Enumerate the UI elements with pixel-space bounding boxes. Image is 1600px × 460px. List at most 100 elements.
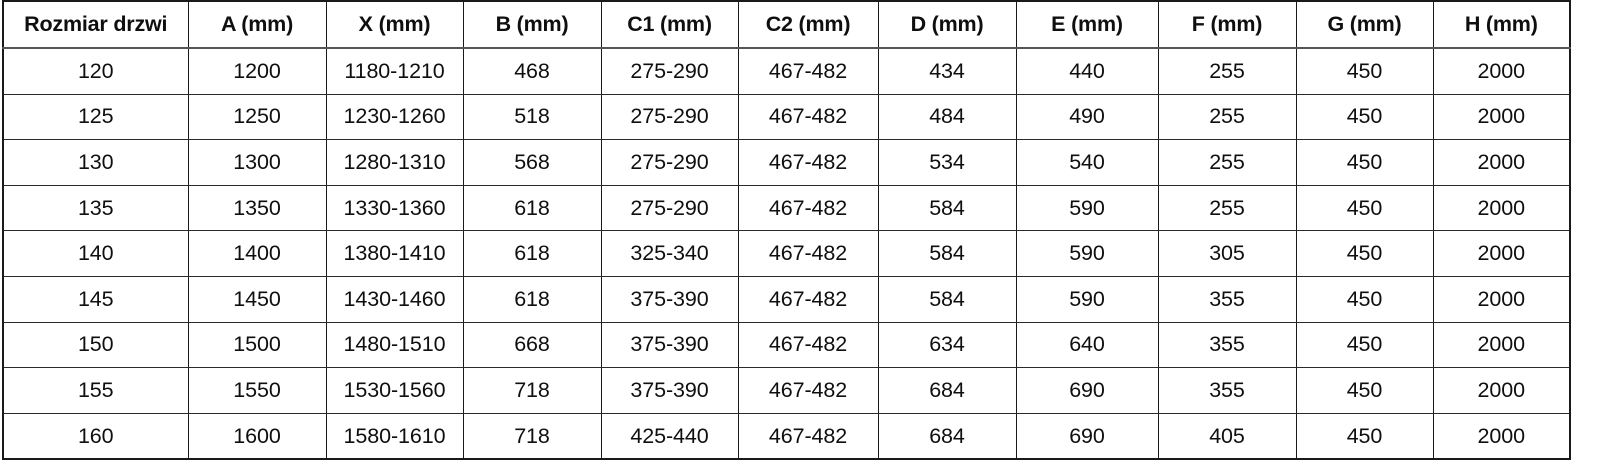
- table-header: Rozmiar drzwi A (mm) X (mm) B (mm) C1 (mm) C2…: [2, 0, 1600, 49]
- cell-value: 255: [1157, 184, 1297, 232]
- cell-value: 618: [462, 184, 602, 232]
- cell-value: 1250: [187, 93, 327, 141]
- cell-value: 255: [1157, 139, 1297, 186]
- cell-value: 275-290: [600, 139, 739, 186]
- cell-value: 450: [1295, 321, 1434, 369]
- cell-value: 1530-1560: [325, 367, 464, 414]
- cell-value: 1480-1510: [325, 321, 464, 369]
- cell-value: 640: [1015, 321, 1159, 369]
- cell-value: 1430-1460: [325, 275, 464, 323]
- cell-value: 668: [462, 321, 602, 369]
- cell-value: 634: [877, 321, 1017, 369]
- cell-value: 490: [1015, 93, 1159, 141]
- cell-value: 2000: [1432, 93, 1571, 141]
- cell-value: 375-390: [600, 275, 739, 323]
- cell-value: 467-482: [737, 412, 879, 460]
- cell-value: 450: [1295, 412, 1434, 460]
- cell-value: 440: [1015, 47, 1159, 95]
- cell-value: 540: [1015, 139, 1159, 186]
- column-header-10: H (mm): [1432, 0, 1571, 49]
- cell-value: 255: [1157, 93, 1297, 141]
- cell-door-size: 145: [2, 275, 189, 323]
- cell-value: 375-390: [600, 321, 739, 369]
- cell-value: 2000: [1432, 184, 1571, 232]
- cell-value: 467-482: [737, 93, 879, 141]
- cell-value: 467-482: [737, 275, 879, 323]
- cell-door-size: 120: [2, 47, 189, 95]
- cell-value: 275-290: [600, 93, 739, 141]
- cell-value: 1550: [187, 367, 327, 414]
- header-row: Rozmiar drzwi A (mm) X (mm) B (mm) C1 (mm) C2…: [2, 0, 1600, 49]
- cell-value: 375-390: [600, 367, 739, 414]
- column-header-9: G (mm): [1295, 0, 1434, 49]
- cell-value: 450: [1295, 184, 1434, 232]
- cell-value: 325-340: [600, 230, 739, 277]
- cell-value: 467-482: [737, 230, 879, 277]
- cell-value: 468: [462, 47, 602, 95]
- cell-value: 2000: [1432, 367, 1571, 414]
- cell-value: 1380-1410: [325, 230, 464, 277]
- cell-value: 1280-1310: [325, 139, 464, 186]
- table-row: 150 1500 1480-1510 668 375-390 467-482 634 640 3…: [2, 321, 1600, 369]
- cell-value: 690: [1015, 367, 1159, 414]
- cell-value: 1500: [187, 321, 327, 369]
- column-header-5: C2 (mm): [737, 0, 879, 49]
- cell-value: 467-482: [737, 367, 879, 414]
- cell-value: 1300: [187, 139, 327, 186]
- cell-value: 1400: [187, 230, 327, 277]
- cell-value: 255: [1157, 47, 1297, 95]
- cell-value: 2000: [1432, 275, 1571, 323]
- column-header-4: C1 (mm): [600, 0, 739, 49]
- cell-value: 355: [1157, 367, 1297, 414]
- cell-value: 690: [1015, 412, 1159, 460]
- column-header-0: Rozmiar drzwi: [2, 0, 189, 49]
- cell-value: 590: [1015, 275, 1159, 323]
- cell-value: 1600: [187, 412, 327, 460]
- cell-value: 718: [462, 367, 602, 414]
- cell-value: 2000: [1432, 412, 1571, 460]
- column-header-1: A (mm): [187, 0, 327, 49]
- cell-value: 568: [462, 139, 602, 186]
- cell-value: 618: [462, 230, 602, 277]
- cell-value: 590: [1015, 184, 1159, 232]
- table-row: 155 1550 1530-1560 718 375-390 467-482 684 690 3…: [2, 367, 1600, 414]
- cell-value: 684: [877, 412, 1017, 460]
- cell-value: 2000: [1432, 139, 1571, 186]
- table-row: 140 1400 1380-1410 618 325-340 467-482 584 590 3…: [2, 230, 1600, 277]
- cell-value: 1230-1260: [325, 93, 464, 141]
- column-header-8: F (mm): [1157, 0, 1297, 49]
- cell-value: 1180-1210: [325, 47, 464, 95]
- cell-door-size: 155: [2, 367, 189, 414]
- cell-value: 590: [1015, 230, 1159, 277]
- table-row: 160 1600 1580-1610 718 425-440 467-482 684 690 4…: [2, 412, 1600, 460]
- cell-value: 275-290: [600, 184, 739, 232]
- cell-value: 1450: [187, 275, 327, 323]
- cell-value: 450: [1295, 367, 1434, 414]
- cell-value: 2000: [1432, 321, 1571, 369]
- cell-value: 1580-1610: [325, 412, 464, 460]
- column-header-3: B (mm): [462, 0, 602, 49]
- cell-door-size: 135: [2, 184, 189, 232]
- cell-value: 2000: [1432, 230, 1571, 277]
- cell-value: 1350: [187, 184, 327, 232]
- cell-value: 467-482: [737, 47, 879, 95]
- cell-door-size: 130: [2, 139, 189, 186]
- cell-value: 355: [1157, 275, 1297, 323]
- cell-value: 450: [1295, 275, 1434, 323]
- table-row: 120 1200 1180-1210 468 275-290 467-482 434 440 2…: [2, 47, 1600, 95]
- table-row: 135 1350 1330-1360 618 275-290 467-482 584 590 2…: [2, 184, 1600, 232]
- cell-door-size: 125: [2, 93, 189, 141]
- cell-value: 2000: [1432, 47, 1571, 95]
- column-header-6: D (mm): [877, 0, 1017, 49]
- cell-value: 1330-1360: [325, 184, 464, 232]
- cell-value: 467-482: [737, 321, 879, 369]
- cell-value: 450: [1295, 93, 1434, 141]
- cell-value: 584: [877, 230, 1017, 277]
- cell-value: 355: [1157, 321, 1297, 369]
- cell-value: 467-482: [737, 139, 879, 186]
- cell-value: 425-440: [600, 412, 739, 460]
- cell-door-size: 140: [2, 230, 189, 277]
- cell-value: 618: [462, 275, 602, 323]
- cell-value: 450: [1295, 139, 1434, 186]
